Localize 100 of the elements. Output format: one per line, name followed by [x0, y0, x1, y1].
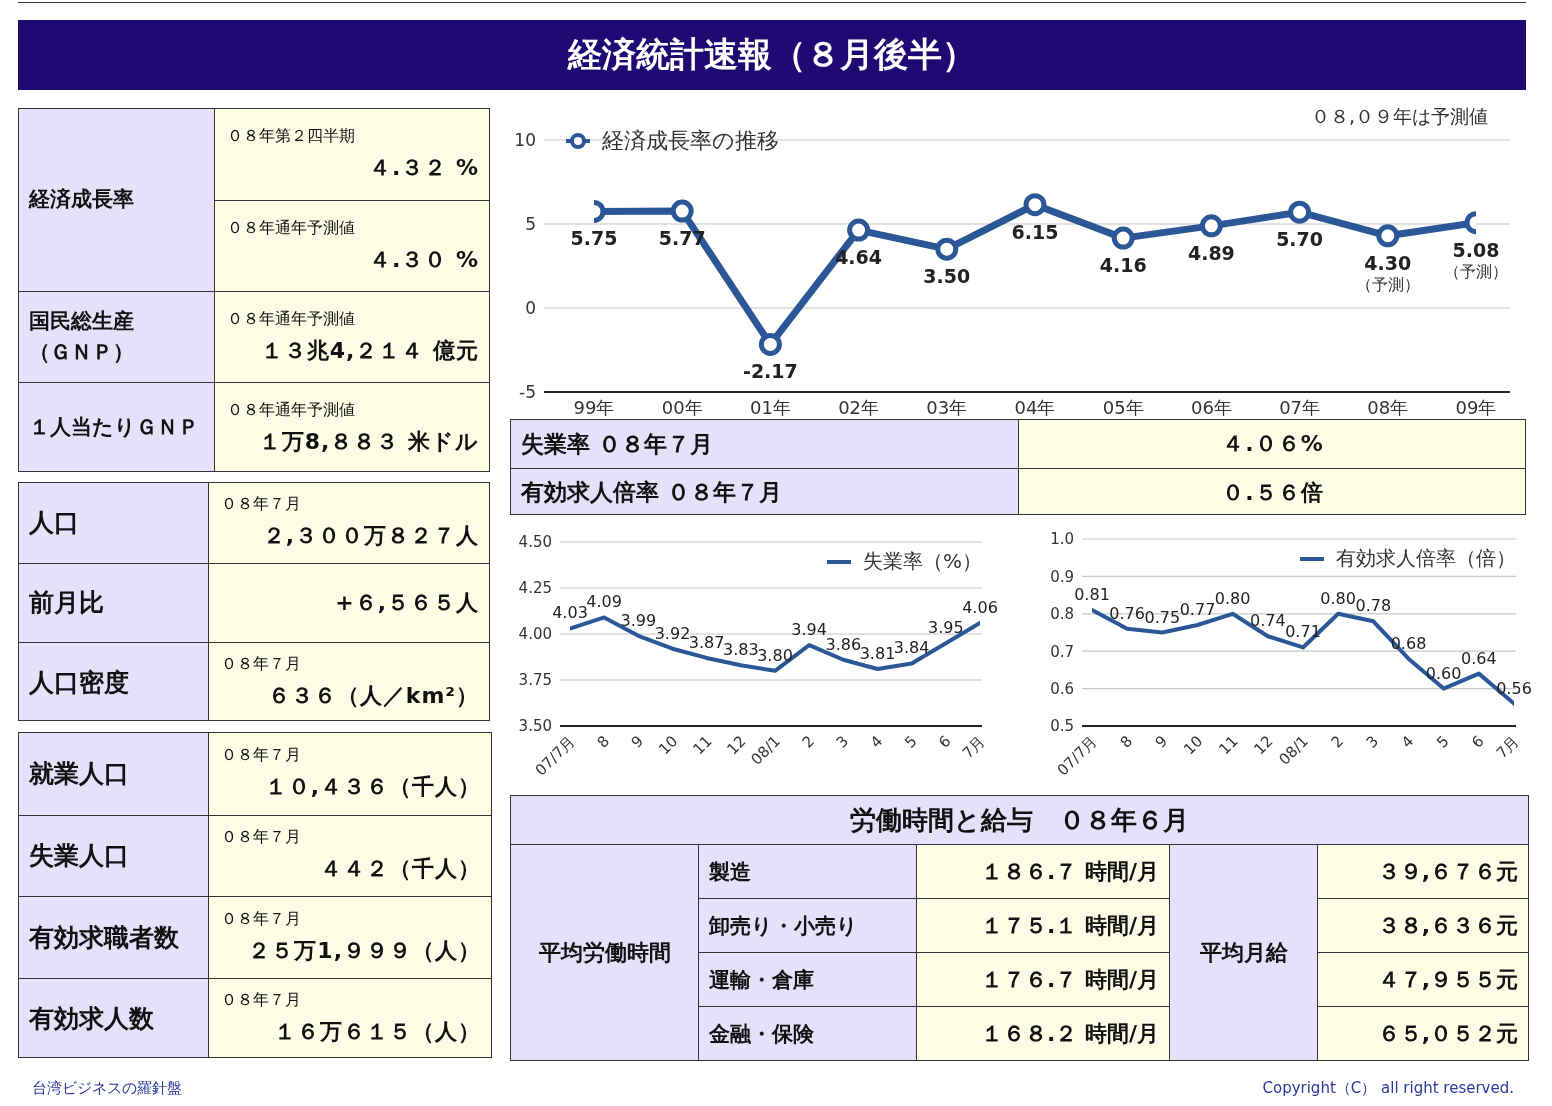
data-label: 0.80: [1214, 588, 1251, 608]
data-label: 3.80: [757, 645, 793, 665]
category-label: 運輸・倉庫: [698, 952, 917, 1007]
x-tick-label: 8: [1116, 732, 1136, 752]
y-tick-label: 1.0: [1050, 530, 1074, 549]
x-tick-label: 08年: [1367, 397, 1409, 418]
category-label: 経済成長率: [29, 186, 134, 214]
x-tick-label: 03年: [926, 397, 968, 418]
text: 平均労働時間: [510, 844, 699, 1061]
data-label: 0.80: [1320, 588, 1356, 608]
x-tick-label: 9: [1151, 732, 1172, 752]
data-label: 4.06: [962, 597, 998, 617]
data-label: 0.74: [1250, 611, 1286, 631]
text: ６３６（人／km²）: [267, 683, 479, 709]
category-label: 国民総生産（ＧＮＰ）: [29, 307, 135, 366]
y-tick-label: 4.00: [518, 625, 552, 644]
y-tick-label: 0.5: [1050, 717, 1074, 736]
x-tick-label: 3: [832, 732, 853, 752]
data-label: 5.70: [1276, 228, 1324, 251]
category-label: 製造: [698, 844, 917, 899]
x-tick-label: 8: [593, 732, 613, 752]
text: ３９,６７６元: [1377, 858, 1519, 884]
annotation: （予測）: [1355, 274, 1420, 294]
text: １７５.１ 時間/月: [980, 912, 1159, 938]
data-label: 0.60: [1425, 663, 1462, 683]
text: １７６.７ 時間/月: [980, 966, 1159, 992]
data-label: 6.15: [1011, 220, 1059, 243]
category-label: 失業率 ０８年７月: [521, 429, 714, 459]
category-label: 有効求人倍率 ０８年７月: [521, 478, 783, 508]
text: 台湾ビジネスの羅針盤: [32, 1079, 182, 1098]
y-tick-label: 0.9: [1050, 567, 1074, 586]
x-tick-label: 7月: [958, 732, 989, 763]
y-tick-label: 3.50: [518, 717, 552, 736]
x-tick-label: 11: [689, 732, 716, 759]
x-tick-label: 01年: [749, 397, 791, 418]
text: １６８.２ 時間/月: [980, 1020, 1159, 1046]
text: ２５万1,９９９（人）: [248, 937, 481, 963]
category-label: 人口: [29, 507, 79, 540]
text: ０８年７月: [221, 745, 301, 765]
x-tick-label: 4: [866, 732, 887, 752]
data-label: 5.08: [1452, 238, 1500, 261]
y-tick-label: -5: [519, 382, 536, 403]
data-label: 3.94: [791, 620, 827, 640]
text: ４.３０ %: [368, 246, 479, 272]
category-label: １人当たりＧＮＰ: [29, 414, 199, 442]
y-tick-label: 0.8: [1050, 605, 1074, 624]
x-tick-label: 10: [1180, 732, 1207, 759]
y-tick-label: 0.7: [1050, 642, 1074, 661]
text: ６５,０５２元: [1377, 1020, 1519, 1046]
data-label: 4.30: [1364, 251, 1412, 274]
category-label: 前月比: [29, 587, 104, 620]
data-label: 3.86: [825, 634, 862, 654]
text: 平均月給: [1169, 844, 1318, 1061]
text: １万8,８８３ 米ドル: [258, 428, 479, 454]
text: +６,５６５人: [335, 589, 479, 615]
category-label: 人口密度: [29, 666, 129, 699]
x-tick-label: 7月: [1492, 732, 1523, 763]
x-tick-label: 2: [1327, 732, 1347, 752]
text: ２,３００万８２７人: [262, 523, 479, 549]
data-label: 5.75: [570, 227, 618, 250]
category-label: 卸売り・小売り: [698, 898, 917, 953]
text: ０８年通年予測値: [227, 399, 355, 419]
text: ０８,０９年は予測値: [1310, 104, 1488, 129]
legend-label: 失業率（%）: [862, 548, 982, 575]
annotation: （予測）: [1444, 261, 1508, 281]
category-label: 金融・保険: [698, 1006, 917, 1061]
text: ０８年７月: [221, 494, 301, 514]
data-label: 0.64: [1461, 648, 1497, 668]
text: ４７,９５５元: [1377, 966, 1519, 992]
data-label: 4.16: [1099, 254, 1147, 277]
text: ４４２（千人）: [320, 856, 481, 882]
x-tick-label: 11: [1215, 732, 1242, 759]
data-label: 0.56: [1496, 678, 1532, 698]
data-label: 0.81: [1074, 585, 1110, 605]
data-label: 0.75: [1144, 607, 1181, 627]
x-tick-label: 09年: [1455, 397, 1497, 418]
y-tick-label: 4.25: [518, 579, 552, 598]
x-tick-label: 5: [901, 732, 921, 752]
text: ０８年７月: [221, 654, 301, 674]
text: ０８年通年予測値: [227, 217, 355, 237]
x-tick-label: 5: [1433, 732, 1453, 752]
y-tick-label: 5: [525, 214, 536, 235]
data-label: 3.50: [923, 265, 971, 288]
data-label: 4.03: [552, 603, 588, 623]
data-label: 4.09: [586, 592, 622, 612]
category-label: 就業人口: [29, 758, 129, 790]
data-label: 0.77: [1179, 600, 1216, 620]
x-tick-label: 4: [1397, 732, 1418, 752]
data-label: 3.95: [928, 618, 964, 638]
data-label: 0.76: [1109, 603, 1145, 623]
text: ０８年通年予測値: [227, 308, 355, 328]
x-tick-label: 06年: [1190, 397, 1232, 418]
y-tick-label: 10: [514, 130, 536, 151]
text: １６万６１５（人）: [274, 1019, 481, 1045]
data-label: 0.71: [1285, 622, 1321, 642]
data-label: 3.84: [893, 638, 930, 658]
text: 労働時間と給与 ０８年６月: [510, 795, 1529, 845]
text: １３兆4,２１４ 億元: [260, 337, 479, 363]
y-tick-label: 4.50: [518, 533, 552, 552]
text: １８６.７ 時間/月: [980, 858, 1159, 884]
